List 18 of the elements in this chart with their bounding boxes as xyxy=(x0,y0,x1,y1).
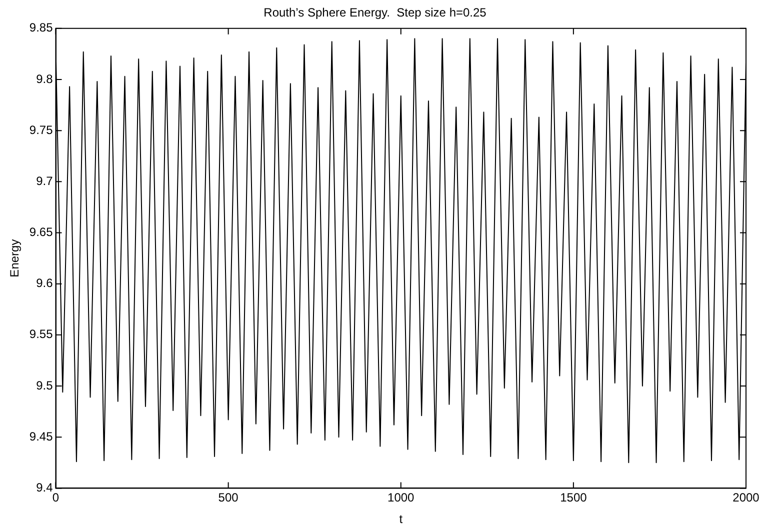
x-tick-label: 500 xyxy=(218,490,239,505)
y-tick-label: 9.7 xyxy=(36,174,54,188)
y-tick-label: 9.85 xyxy=(29,20,54,35)
y-axis-title: Energy xyxy=(8,239,22,278)
chart-title: Routh’s Sphere Energy. Step size h=0.25 xyxy=(264,6,487,20)
y-tick-label: 9.45 xyxy=(29,429,54,444)
y-tick-label: 9.75 xyxy=(29,122,54,137)
x-tick-label: 1500 xyxy=(560,490,588,505)
y-tick-label: 9.4 xyxy=(36,480,54,495)
y-tick-label: 9.8 xyxy=(36,72,54,86)
x-tick-label: 2000 xyxy=(732,490,760,505)
x-tick-label: 0 xyxy=(52,490,60,505)
x-tick-label: 1000 xyxy=(388,490,415,505)
x-axis-title: t xyxy=(399,512,404,526)
y-tick-label: 9.55 xyxy=(29,327,54,342)
y-tick-label: 9.6 xyxy=(36,276,54,290)
y-tick-label: 9.65 xyxy=(29,225,54,240)
y-tick-label: 9.5 xyxy=(36,378,54,392)
